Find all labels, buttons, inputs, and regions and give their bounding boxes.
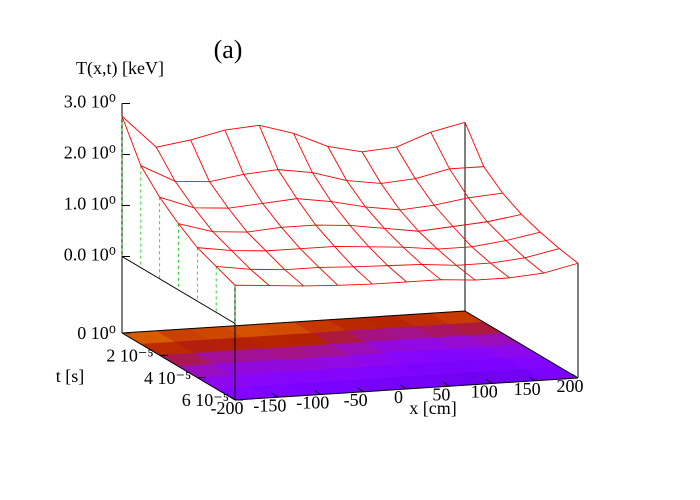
z-tick-label: 1.0 10⁰ [64,194,116,214]
t-axis-label: t [s] [56,366,85,386]
x-tick [443,381,450,387]
mesh-row [216,248,560,271]
t-tick-label: 2 10⁻⁵ [106,345,153,365]
x-tick-label: 100 [471,382,498,402]
x-tick [485,379,493,384]
x-tick [571,373,579,379]
mesh-row [197,231,541,252]
z-axis-label: T(x,t) [keV] [76,58,164,79]
t-tick-label: 0 10⁰ [77,323,116,343]
mesh-column [464,122,579,264]
mesh-column [396,146,510,279]
x-tick [271,392,279,398]
x-tick [314,390,322,395]
mesh-row [234,262,579,287]
x-tick-label: 50 [432,384,450,404]
mesh-column [224,129,339,286]
x-tick [357,387,364,393]
x-tick-label: -200 [211,398,244,418]
x-tick [528,376,536,382]
base-edge [121,310,466,334]
mesh-row [178,214,522,233]
t-tick-label: 4 10⁻⁵ [144,368,191,388]
mesh-column [327,146,442,281]
x-tick [400,384,407,390]
mesh-column [258,125,373,285]
mesh-column [293,133,407,283]
x-tick [228,395,236,401]
x-tick-label: -150 [253,395,286,415]
mesh-column [190,139,304,287]
z-tick-label: 3.0 10⁰ [64,92,116,112]
t-tick-label: 6 10⁻⁵ [182,390,229,410]
x-axis-label: x [cm] [409,398,456,418]
x-tick-label: -100 [296,393,329,413]
z-tick-label: 0.0 10⁰ [64,245,116,265]
mesh-column [121,116,236,286]
z-tick-label: 2.0 10⁰ [64,143,116,163]
base-edge [464,310,579,379]
x-tick-label: 200 [557,376,584,396]
mesh-row [140,165,484,184]
mesh-column [361,151,476,281]
x-tick-label: -50 [344,390,368,410]
chart-title: (a) [214,35,243,64]
x-tick-label: 150 [514,379,541,399]
base-edge [121,332,236,401]
mesh-column [155,146,270,286]
mesh-column [430,131,544,274]
x-tick-label: 0 [394,387,403,407]
curtain-floor [121,256,236,324]
